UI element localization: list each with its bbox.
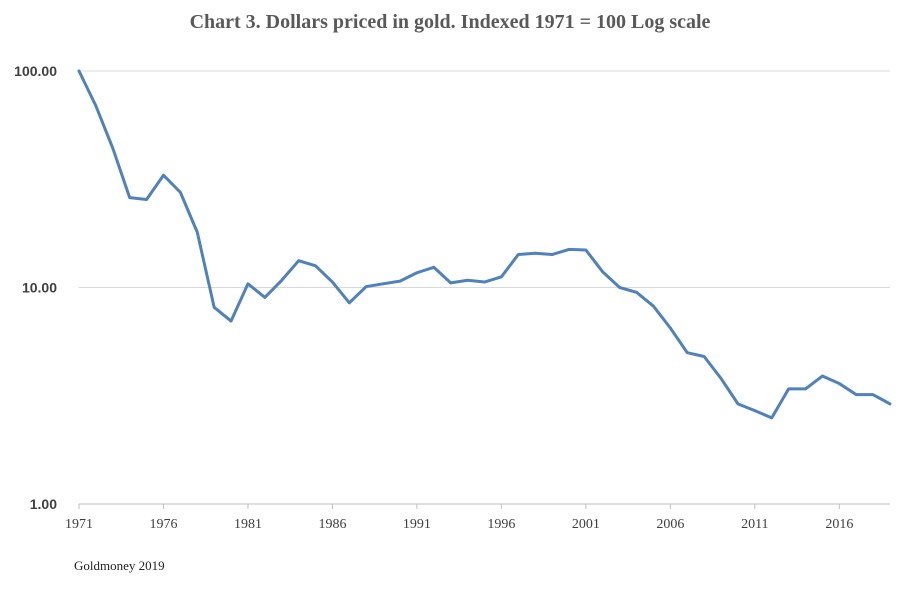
x-tick-label: 1981 [234,517,262,532]
x-tick-label: 1986 [318,517,346,532]
y-tick-label: 10.00 [22,280,57,296]
y-tick-label: 1.00 [30,496,57,512]
series-layer [77,69,892,420]
x-tick-label: 1996 [487,517,515,532]
x-tick-label: 2006 [656,517,684,532]
x-tick-label: 1991 [403,517,431,532]
grid-lines [79,70,890,505]
x-tick-label: 1976 [149,517,177,532]
series-line [77,69,892,420]
x-tick-label: 2016 [825,517,853,532]
x-tick-label: 2001 [572,517,600,532]
x-tick-label: 2011 [741,517,768,532]
chart-title: Chart 3. Dollars priced in gold. Indexed… [190,11,711,33]
y-tick-label: 100.00 [14,63,57,79]
x-axis-ticks: 1971 1976 1981 1986 1991 1996 2001 2006 2011 2016 [65,504,853,532]
source-note: Goldmoney 2019 [74,558,165,573]
x-tick-label: 1971 [65,517,93,532]
y-axis-ticks: 100.00 10.00 1.00 [14,63,57,512]
